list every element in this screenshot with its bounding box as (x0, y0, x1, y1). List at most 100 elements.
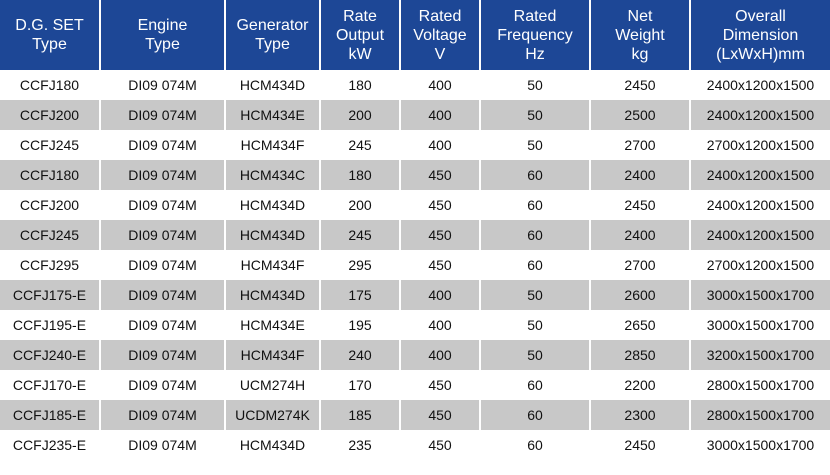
table-cell: CCFJ180 (0, 160, 100, 190)
table-body: CCFJ180 DI09 074M HCM434D 180 400 50 2450 2400x… (0, 70, 830, 460)
table-cell: 2400x1200x1500 (689, 70, 830, 100)
table-cell: 450 (399, 160, 480, 190)
table-cell: 400 (399, 70, 480, 100)
table-cell: DI09 074M (99, 100, 225, 130)
table-cell: HCM434D (224, 430, 320, 460)
spec-table: D.G. SET Type Engine Type Generator Type Rate O… (0, 0, 830, 460)
table-cell: 2450 (589, 190, 690, 220)
table-cell: 2300 (589, 400, 690, 430)
table-cell: 50 (479, 280, 590, 310)
header-cell: Rated Frequency Hz (479, 0, 590, 70)
table-cell: 2200 (589, 370, 690, 400)
table-cell: CCFJ170-E (12, 377, 87, 393)
table-cell: 2800x1500x1700 (689, 400, 830, 430)
table-cell: 2400x1200x1500 (689, 100, 830, 130)
header-cell: Rated Voltage V (399, 0, 480, 70)
table-cell: 60 (479, 400, 590, 430)
table-cell: 60 (479, 160, 590, 190)
table-row: CCFJ235-E DI09 074M HCM434D 235 450 60 2450 300… (0, 430, 830, 460)
table-cell: DI09 074M (99, 310, 225, 340)
table-cell: HCM434C (224, 160, 320, 190)
table-cell: 240 (319, 340, 400, 370)
table-row: CCFJ185-E DI09 074M UCDM274K 185 450 60 2300 28… (0, 400, 830, 430)
header-text: Weight (615, 26, 665, 44)
header-text: kW (348, 45, 372, 63)
table-cell: HCM434D (224, 70, 320, 100)
table-cell: DI09 074M (99, 250, 225, 280)
table-cell: 450 (399, 250, 480, 280)
header-cell: Generator Type (224, 0, 320, 70)
header-text: Frequency (497, 26, 573, 44)
table-cell: DI09 074M (99, 220, 225, 250)
table-row: CCFJ240-E DI09 074M HCM434F 240 400 50 2850 320… (0, 340, 830, 370)
table-row: CCFJ180 DI09 074M HCM434C 180 450 60 2400 2400x… (0, 160, 830, 190)
table-cell: CCFJ180 (19, 77, 80, 93)
table-cell: 60 (479, 220, 590, 250)
table-cell: 2650 (589, 310, 690, 340)
table-cell: DI09 074M (99, 160, 225, 190)
table-cell: 2700x1200x1500 (689, 130, 830, 160)
table-cell: HCM434F (224, 250, 320, 280)
table-cell: 295 (319, 250, 400, 280)
table-cell: HCM434D (224, 280, 320, 310)
table-cell: CCFJ200 (19, 197, 80, 213)
table-cell: 175 (319, 280, 400, 310)
table-cell: DI09 074M (99, 280, 225, 310)
table-cell: CCFJ200 (0, 100, 100, 130)
table-cell: UCDM274K (224, 400, 320, 430)
header-text: Hz (525, 45, 545, 63)
table-cell: 400 (399, 280, 480, 310)
table-cell: CCFJ240-E (0, 340, 100, 370)
table-cell: 3000x1500x1700 (689, 310, 830, 340)
table-cell: 3000x1500x1700 (689, 430, 830, 460)
table-cell: HCM434F (224, 340, 320, 370)
table-cell: 2400x1200x1500 (689, 160, 830, 190)
header-cell: Net Weight kg (589, 0, 690, 70)
table-cell: DI09 074M (99, 430, 225, 460)
table-cell: HCM434F (224, 130, 320, 160)
table-cell: 400 (399, 310, 480, 340)
header-text: (LxWxH)mm (716, 45, 805, 63)
table-cell: DI09 074M (99, 340, 225, 370)
header-text: Output (335, 26, 385, 44)
table-cell: DI09 074M (99, 130, 225, 160)
table-cell: 180 (319, 70, 400, 100)
table-cell: 50 (479, 130, 590, 160)
table-cell: 235 (319, 430, 400, 460)
table-cell: 2400x1200x1500 (689, 220, 830, 250)
table-cell: 2800x1500x1700 (689, 370, 830, 400)
header-text: Dimension (722, 26, 799, 44)
table-cell: 2400x1200x1500 (689, 190, 830, 220)
table-row: CCFJ200 DI09 074M HCM434E 200 400 50 2500 2400x… (0, 100, 830, 130)
table-row: CCFJ245 DI09 074M HCM434F 245 400 50 2700 2700x… (0, 130, 830, 160)
table-cell: 185 (319, 400, 400, 430)
table-cell: UCM274H (224, 370, 320, 400)
table-cell: 450 (399, 370, 480, 400)
table-cell: CCFJ235-E (12, 437, 87, 453)
header-text: Engine (137, 17, 188, 34)
table-cell: DI09 074M (99, 370, 225, 400)
header-text: D.G. SET (15, 17, 84, 34)
table-cell: 2450 (589, 70, 690, 100)
table-row: CCFJ180 DI09 074M HCM434D 180 400 50 2450 2400x… (0, 70, 830, 100)
header-text: Type (145, 36, 180, 53)
header-row: D.G. SET Type Engine Type Generator Type Rate O… (0, 0, 830, 70)
table-cell: 2400 (589, 220, 690, 250)
table-cell: 60 (479, 250, 590, 280)
table-cell: 2450 (589, 430, 690, 460)
table-cell: 450 (399, 400, 480, 430)
table-cell: 450 (399, 430, 480, 460)
table-cell: 60 (479, 370, 590, 400)
header-text: Rated (513, 7, 557, 25)
table-cell: 195 (319, 310, 400, 340)
table-cell: 2500 (589, 100, 690, 130)
table-row: CCFJ175-E DI09 074M HCM434D 175 400 50 2600 300… (0, 280, 830, 310)
table-cell: HCM434E (224, 100, 320, 130)
table-cell: HCM434D (224, 220, 320, 250)
table-cell: 2700x1200x1500 (689, 250, 830, 280)
header-cell: Rate Output kW (319, 0, 400, 70)
table-row: CCFJ170-E DI09 074M UCM274H 170 450 60 2200 280… (0, 370, 830, 400)
table-row: CCFJ245 DI09 074M HCM434D 245 450 60 2400 2400x… (0, 220, 830, 250)
table-cell: 400 (399, 100, 480, 130)
header-text: Rated (418, 7, 462, 25)
